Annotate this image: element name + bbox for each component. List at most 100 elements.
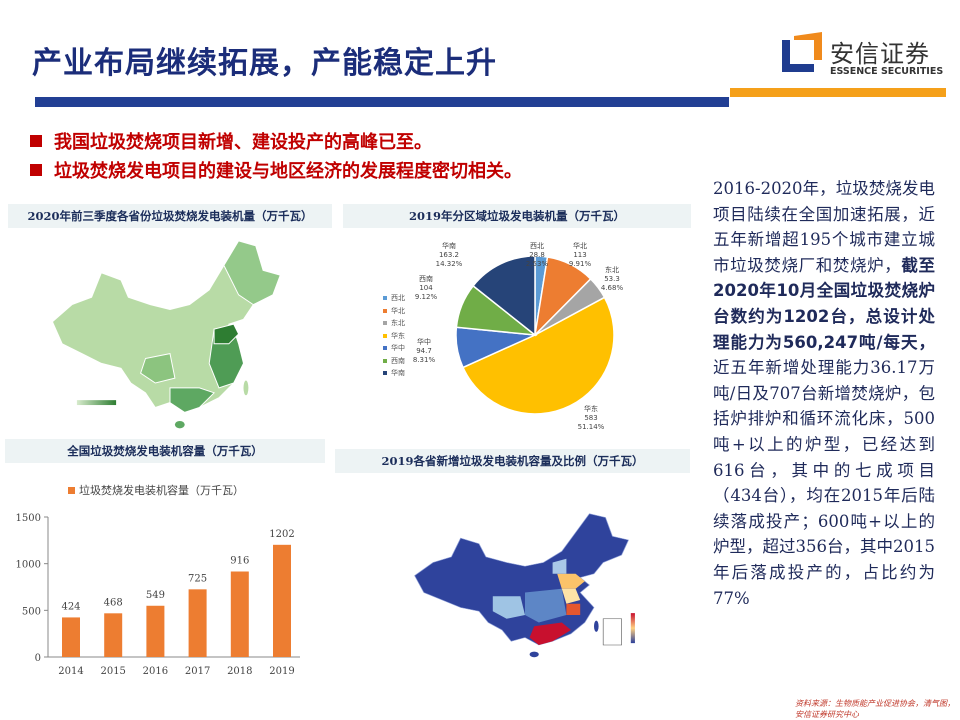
map2-legend-scale (630, 613, 635, 644)
bar-2015 (104, 613, 123, 657)
bar-chart-title: 全国垃圾焚烧发电装机容量（万千瓦） (5, 439, 325, 463)
map2-central (525, 588, 567, 623)
pie-data-label: 西北 28.8 2.53% (521, 242, 553, 269)
pie-legend-item: 华东 (383, 331, 405, 341)
pie-legend-item: 西南 (383, 356, 405, 366)
map1-northeast (223, 240, 281, 306)
data-label: 424 (61, 601, 80, 612)
bullet-square-icon (30, 135, 42, 147)
pie-label-value: 28.8 (529, 251, 545, 259)
map2-shandong (557, 573, 585, 589)
bullet-text: 垃圾焚烧发电项目的建设与地区经济的发展程度密切相关。 (54, 161, 522, 182)
legend-label: 华北 (391, 306, 405, 315)
pie-label-pct: 8.31% (412, 356, 436, 364)
summary-text-1: 2016-2020年，垃圾焚烧发电项目陆续在全国加速拓展，近五年新增超195个城… (713, 179, 935, 275)
map2-title: 2019各省新增垃圾发电装机容量及比例（万千瓦） (335, 449, 690, 473)
data-label: 1202 (269, 529, 294, 540)
pie-label-pct: 14.32% (435, 260, 463, 268)
map2-hainan (529, 651, 539, 658)
pie-label-pct: 2.53% (525, 260, 549, 268)
legend-swatch-icon (383, 358, 387, 363)
pie-data-label: 西南 104 9.12% (410, 275, 442, 302)
map2-jiangsu (561, 588, 581, 604)
pie-label-name: 华中 (417, 338, 431, 346)
pie-label-pct: 9.91% (568, 260, 592, 268)
legend-swatch-icon (68, 486, 75, 494)
company-logo: 安信证券 ESSENCE SECURITIES (782, 30, 947, 82)
map1-sichuan (140, 353, 176, 384)
bar-2018 (230, 571, 249, 657)
bar-2014 (62, 617, 80, 657)
y-tick-label: 1000 (16, 560, 41, 571)
legend-swatch-icon (383, 296, 387, 300)
pie-label-value: 583 (584, 414, 598, 422)
map1-legend-scale (76, 400, 117, 406)
pie-data-label: 华南 163.2 14.32% (433, 242, 465, 269)
legend-swatch-icon (383, 371, 387, 375)
pie-data-label: 华东 583 51.14% (575, 405, 607, 432)
map2-guangdong (529, 622, 571, 645)
pie-data-label: 华中 94.7 8.31% (408, 338, 440, 365)
y-tick-label: 500 (22, 606, 41, 617)
pie-label-name: 西南 (419, 275, 433, 283)
pie-label-pct: 4.68% (600, 284, 624, 292)
pie-label-value: 104 (419, 284, 433, 292)
legend-label: 西北 (391, 294, 405, 302)
x-tick-label: 2018 (227, 666, 252, 677)
pie-label-pct: 9.12% (414, 293, 438, 301)
map1-choropleth (51, 240, 281, 429)
page-title: 产业布局继续拓展，产能稳定上升 (32, 46, 497, 81)
pie-legend-item: 东北 (383, 318, 405, 328)
legend-swatch-icon (383, 308, 387, 313)
pie-label-value: 113 (573, 251, 587, 259)
pie-label-name: 华南 (442, 242, 456, 250)
pie-label-name: 东北 (605, 266, 619, 274)
legend-label: 东北 (391, 319, 405, 327)
pie-title: 2019年分区域垃圾发电装机量（万千瓦） (343, 204, 691, 228)
pie-label-name: 华东 (584, 405, 598, 413)
pie-label-value: 163.2 (438, 251, 460, 259)
pie-legend-item: 华北 (383, 306, 405, 316)
pie-chart (455, 255, 615, 415)
pie-label-value: 94.7 (416, 347, 432, 355)
summary-text-bold: 截至2020年10月全国垃圾焚烧炉台数约为1202台，总设计处理能力为560,2… (713, 255, 935, 352)
map2-taiwan (594, 620, 599, 632)
pie-data-label: 华北 113 9.91% (564, 242, 596, 269)
x-tick-label: 2016 (143, 666, 168, 677)
bar-legend: 垃圾焚烧发电装机容量（万千瓦） (68, 482, 244, 498)
bar-chart: 0 500 1000 1500 424 2014 468 2015 549 2016 725 2017… (16, 513, 300, 677)
map1-title: 2020年前三季度各省份垃圾焚烧发电装机量（万千瓦） (8, 204, 332, 228)
accent-bar (730, 88, 946, 97)
map1-taiwan (243, 380, 249, 396)
map1-south (169, 387, 216, 413)
pie-slice-华东 (461, 296, 615, 415)
bar-2016 (146, 605, 165, 657)
bullet-text: 我国垃圾焚烧项目新增、建设投产的高峰已至。 (54, 132, 432, 153)
legend-swatch-icon (383, 333, 387, 338)
x-tick-label: 2015 (100, 666, 125, 677)
data-label: 916 (230, 556, 249, 567)
pie-data-label: 东北 53.3 4.68% (596, 266, 628, 293)
pie-slice-华南 (472, 255, 536, 337)
pie-label-pct: 51.14% (577, 423, 605, 431)
bar-2017 (188, 589, 207, 657)
logo-cn: 安信证券 (830, 40, 930, 68)
legend-label: 华东 (391, 331, 405, 340)
pie-legend-item: 华南 (383, 368, 405, 378)
pie-label-name: 西北 (530, 242, 544, 250)
legend-label: 西南 (391, 356, 405, 365)
bullet-1: 我国垃圾焚烧项目新增、建设投产的高峰已至。 (30, 128, 432, 154)
source-note: 资料来源：生物质能产业促进协会，清气图，安信证券研究中心 (795, 699, 955, 719)
map1-shandong (213, 323, 240, 345)
summary-paragraph: 2016-2020年，垃圾焚烧发电项目陆续在全国加速拓展，近五年新增超195个城… (713, 176, 935, 611)
bar-2019 (273, 544, 291, 657)
legend-label: 华中 (391, 344, 405, 352)
pie-legend-item: 西北 (383, 293, 405, 303)
map2-hebei (552, 558, 567, 574)
legend-label: 华南 (391, 369, 405, 377)
map1-hainan (174, 420, 185, 429)
x-tick-label: 2019 (269, 666, 294, 677)
x-tick-label: 2017 (185, 666, 210, 677)
legend-swatch-icon (383, 321, 387, 325)
map2-zhejiang (566, 603, 581, 615)
